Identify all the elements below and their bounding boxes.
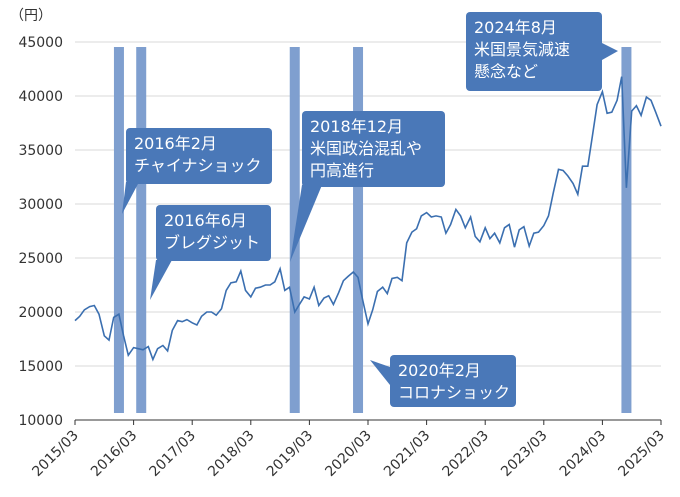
callout-text: ブレグジット <box>164 233 260 252</box>
x-tick-label: 2021/03 <box>381 428 433 480</box>
x-tick-label: 2025/03 <box>615 428 667 480</box>
y-tick-label: 10000 <box>18 413 63 429</box>
callout-pointer <box>602 43 618 60</box>
y-axis-ticks: 10000 15000 20000 25000 30000 35000 40000 45000 <box>18 35 63 429</box>
y-tick-label: 20000 <box>18 305 63 321</box>
callout-text: 2018年12月 <box>310 117 403 136</box>
event-band <box>113 47 124 413</box>
callout-text: 2016年6月 <box>164 211 247 230</box>
x-tick-label: 2020/03 <box>322 428 374 480</box>
callout-text: チャイナショック <box>134 156 262 175</box>
callout-box <box>156 205 271 261</box>
y-tick-label: 30000 <box>18 197 63 213</box>
event-band <box>353 47 364 413</box>
y-tick-label: 15000 <box>18 359 63 375</box>
callout-text: 懸念など <box>474 62 538 81</box>
callout-text: 円高進行 <box>310 161 374 180</box>
callout-box <box>126 128 272 184</box>
callout-text: 2024年8月 <box>474 18 557 37</box>
x-tick-label: 2015/03 <box>29 428 81 480</box>
x-tick-label: 2023/03 <box>498 428 550 480</box>
callout-text: 2020年2月 <box>398 361 481 380</box>
callout-text: 米国景気減速 <box>474 40 570 59</box>
y-tick-label: 40000 <box>18 89 63 105</box>
callout-box <box>302 111 445 187</box>
callout-box <box>390 355 516 407</box>
event-band <box>136 47 147 413</box>
callout-pointer <box>370 360 390 385</box>
event-bands <box>113 47 632 413</box>
callout-pointer <box>290 185 322 262</box>
x-tick-label: 2018/03 <box>205 428 257 480</box>
callout-text: 2016年2月 <box>134 134 217 153</box>
y-tick-label: 45000 <box>18 35 63 51</box>
callout-pointer <box>150 260 172 300</box>
y-tick-label: 35000 <box>18 143 63 159</box>
callout-text: 米国政治混乱や <box>310 139 422 158</box>
x-tick-label: 2019/03 <box>264 428 316 480</box>
y-tick-label: 25000 <box>18 251 63 267</box>
event-band <box>621 47 632 413</box>
x-tick-label: 2024/03 <box>557 428 609 480</box>
event-band <box>289 47 300 413</box>
x-tick-label: 2022/03 <box>440 428 492 480</box>
x-tick-label: 2017/03 <box>147 428 199 480</box>
x-tick-label: 2016/03 <box>88 428 140 480</box>
callout-box <box>466 12 602 91</box>
series-line <box>74 76 662 362</box>
callout-text: コロナショック <box>398 383 510 402</box>
callout-pointer <box>122 182 139 214</box>
y-unit-label: （円） <box>10 8 52 24</box>
x-axis-ticks: 2015/03 2016/03 2017/03 2018/03 2019/03 2020/… <box>29 420 668 480</box>
